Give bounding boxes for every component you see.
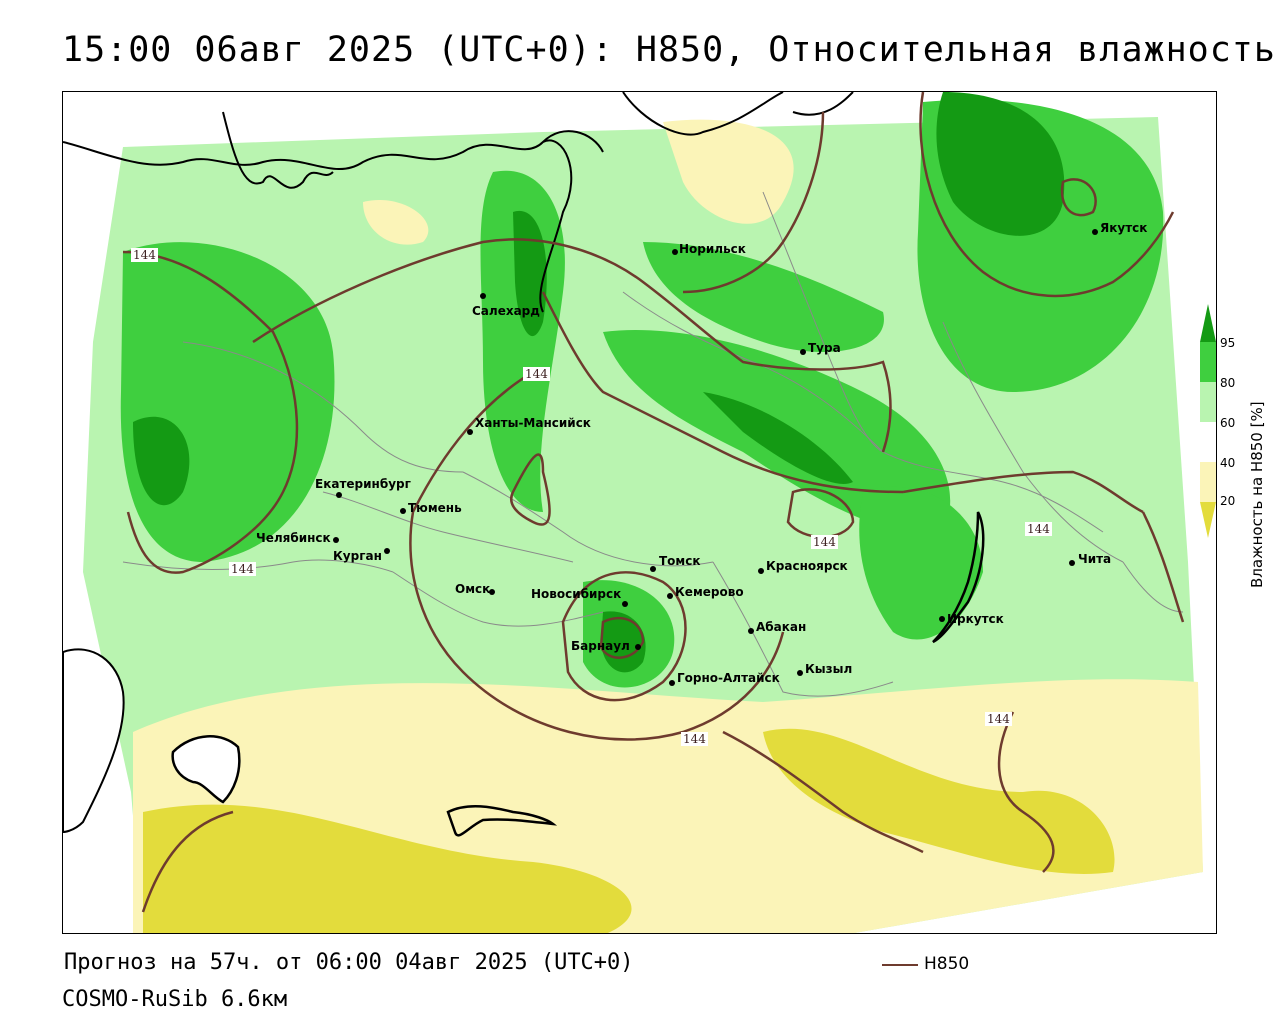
city-marker (797, 670, 803, 676)
contour-label: 144 (811, 535, 838, 549)
colorbar-band-20-40 (1200, 462, 1216, 502)
moist-core-ob (513, 210, 547, 337)
city-label: Чита (1078, 552, 1112, 566)
city-label: Тюмень (408, 501, 462, 515)
city-marker (635, 644, 641, 650)
city-label: Кызыл (805, 662, 853, 676)
forecast-info: Прогноз на 57ч. от 06:00 04авг 2025 (UTC… (64, 950, 634, 975)
colorbar-band-80-95 (1200, 342, 1216, 382)
contour-label: 144 (1025, 522, 1052, 536)
humidity-map[interactable]: 144 144 144 144 144 144 144 Якутск Норил… (62, 91, 1217, 934)
city-marker (467, 429, 473, 435)
colorbar-cap-top (1200, 304, 1216, 342)
colorbar-band-60-80 (1200, 382, 1216, 422)
city-marker (336, 492, 342, 498)
contour-label: 144 (229, 562, 256, 576)
colorbar-band-40-60 (1200, 422, 1216, 462)
city-marker (622, 601, 628, 607)
city-marker (758, 568, 764, 574)
h850-legend-line (882, 964, 918, 966)
city-marker (748, 628, 754, 634)
yamal-coast (222, 111, 334, 189)
map-title: 15:00 06авг 2025 (UTC+0): H850, Относите… (62, 30, 1276, 70)
contour-label: 144 (985, 712, 1012, 726)
colorbar-tick: 40 (1220, 456, 1236, 470)
moist-core-west (133, 416, 190, 506)
dry-area-yamal (363, 200, 429, 245)
colorbar-label: Влажность на H850 [%] (1248, 401, 1266, 588)
city-label: Курган (333, 549, 382, 563)
moist-core-yakutia (936, 92, 1065, 236)
city-label: Ханты-Мансийск (475, 416, 591, 430)
city-marker (1069, 560, 1075, 566)
city-marker (800, 349, 806, 355)
colorbar-tick: 95 (1220, 336, 1236, 350)
city-label: Салехард (472, 304, 540, 318)
city-label: Якутск (1100, 221, 1148, 235)
city-marker (669, 680, 675, 686)
city-label: Иркутск (947, 612, 1004, 626)
balkhash-lake (446, 804, 558, 837)
contour-label: 144 (681, 732, 708, 746)
city-marker (1092, 229, 1098, 235)
city-label: Екатеринбург (315, 477, 411, 491)
city-marker (939, 616, 945, 622)
city-label: Норильск (679, 242, 746, 256)
city-marker (667, 593, 673, 599)
city-marker (672, 249, 678, 255)
moist-core-central (703, 392, 853, 484)
arctic-coastline (63, 92, 854, 313)
very-dry-area (143, 804, 632, 933)
caspian-sea (63, 648, 125, 834)
baikal-lake (932, 511, 985, 644)
very-dry-area-east (763, 728, 1115, 874)
moist-area-north (643, 242, 884, 352)
city-label: Абакан (756, 620, 807, 634)
city-marker (400, 508, 406, 514)
colorbar (1200, 304, 1216, 538)
city-label: Омск (455, 582, 491, 596)
city-label: Томск (659, 554, 701, 568)
h850-legend-label: H850 (924, 954, 970, 974)
colorbar-tick: 20 (1220, 494, 1236, 508)
city-label: Новосибирск (531, 587, 622, 601)
city-marker (333, 537, 339, 543)
city-marker (489, 589, 495, 595)
moist-area-baikal (859, 486, 983, 640)
city-marker (480, 293, 486, 299)
colorbar-tick: 60 (1220, 416, 1236, 430)
h850-contours (122, 92, 1185, 913)
colorbar-tick: 80 (1220, 376, 1236, 390)
region-borders (122, 191, 1184, 697)
city-marker (650, 566, 656, 572)
dry-area-north (663, 119, 794, 224)
contour-label: 144 (523, 367, 550, 381)
city-label: Челябинск (256, 531, 331, 545)
city-label: Тура (808, 341, 841, 355)
model-name: COSMO-RuSib 6.6км (62, 987, 288, 1012)
map-canvas (63, 92, 1203, 933)
colorbar-cap-bottom (1200, 502, 1216, 538)
city-label: Горно-Алтайск (677, 671, 780, 685)
aral-sea (171, 735, 241, 804)
city-label: Красноярск (766, 559, 848, 573)
city-label: Барнаул (571, 639, 630, 653)
city-marker (384, 548, 390, 554)
city-label: Кемерово (675, 585, 744, 599)
contour-label: 144 (131, 248, 158, 262)
